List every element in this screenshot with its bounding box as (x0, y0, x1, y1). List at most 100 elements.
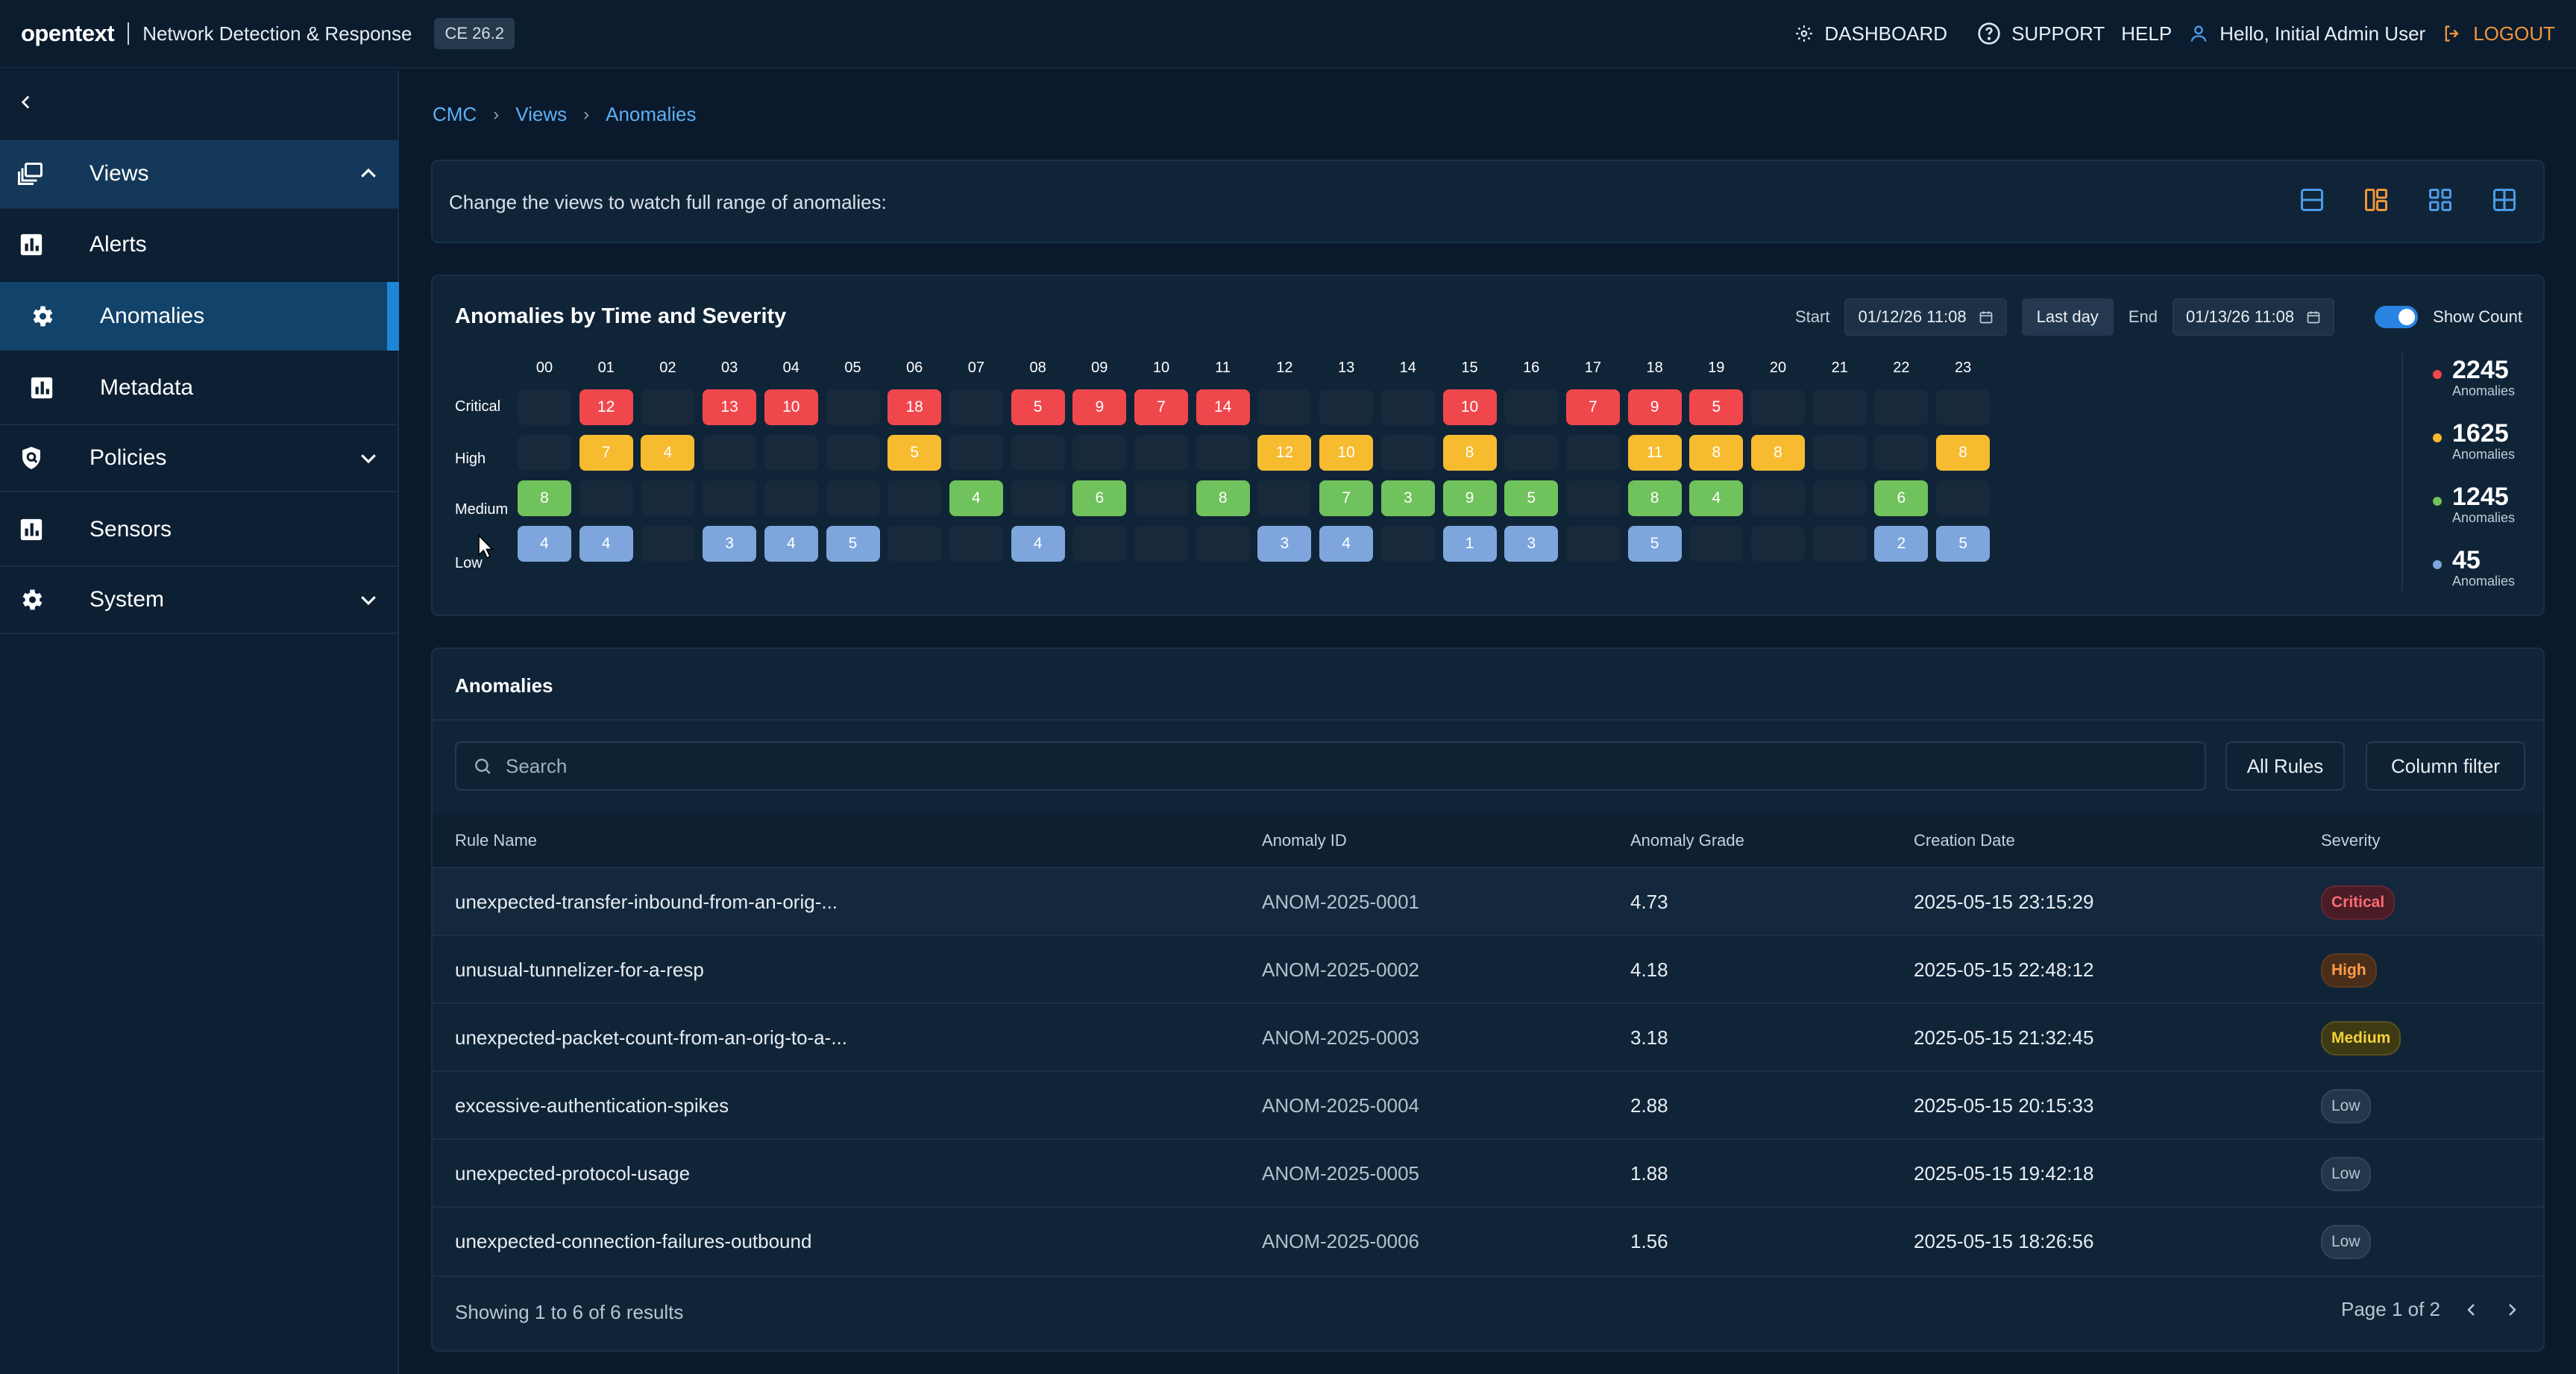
layout-rows-icon[interactable] (2296, 183, 2328, 216)
heatmap-cell[interactable]: 14 (1196, 389, 1250, 425)
dashboard-link[interactable]: DASHBOARD (1794, 22, 1947, 46)
heatmap-cell[interactable]: 1 (1442, 526, 1497, 562)
heatmap-cell[interactable]: 5 (1011, 389, 1065, 425)
table-row[interactable]: excessive-authentication-spikes ANOM-2025… (433, 1070, 2543, 1138)
heatmap-cell[interactable]: 4 (1689, 480, 1744, 516)
heatmap-cell[interactable]: 8 (1751, 435, 1805, 471)
column-header[interactable]: Creation Date (1914, 831, 2015, 850)
legend-item: 1245 Anomalies (2433, 483, 2515, 526)
chevron-left-icon[interactable] (2463, 1301, 2481, 1319)
heatmap-cell[interactable]: 6 (1874, 480, 1929, 516)
heatmap-cell[interactable]: 8 (1627, 480, 1682, 516)
end-date-field[interactable]: 01/13/26 11:08 (2172, 298, 2335, 336)
sidebar-item-views[interactable]: Views (0, 140, 399, 209)
column-header[interactable]: Rule Name (455, 831, 538, 850)
heatmap-cell (1565, 480, 1620, 516)
table-row[interactable]: unusual-tunnelizer-for-a-resp ANOM-2025-0… (433, 935, 2543, 1003)
breadcrumb-anomalies[interactable]: Anomalies (606, 103, 697, 125)
heatmap-cell (949, 526, 1003, 562)
heatmap-cell[interactable]: 7 (1319, 480, 1374, 516)
calendar-icon (2307, 311, 2320, 324)
table-row[interactable]: unexpected-transfer-inbound-from-an-orig… (433, 867, 2543, 935)
hour-label: 16 (1523, 360, 1540, 376)
heatmap-cell[interactable]: 8 (1689, 435, 1744, 471)
chevron-left-icon[interactable] (16, 92, 36, 112)
user-menu[interactable]: Hello, Initial Admin User (2188, 22, 2425, 46)
heatmap-cell[interactable]: 8 (518, 480, 571, 516)
last-day-button[interactable]: Last day (2021, 298, 2114, 336)
layout-quad-icon[interactable] (2488, 183, 2521, 216)
layout-grid-icon[interactable] (2424, 183, 2457, 216)
heatmap-cell[interactable]: 2 (1874, 526, 1929, 562)
heatmap-cell[interactable]: 4 (641, 435, 695, 471)
support-link[interactable]: SUPPORT (1977, 22, 2105, 46)
heatmap-cell[interactable]: 5 (826, 526, 880, 562)
heatmap-cell[interactable]: 12 (579, 389, 633, 425)
sidebar-item-policies[interactable]: Policies (0, 424, 399, 492)
column-header[interactable]: Severity (2321, 831, 2381, 850)
heatmap-cell[interactable]: 11 (1627, 435, 1682, 471)
sidebar-item-alerts[interactable]: Alerts (0, 210, 399, 279)
heatmap-cell[interactable]: 8 (1196, 480, 1250, 516)
heatmap-cell[interactable]: 6 (1072, 480, 1127, 516)
heatmap-cell (518, 389, 571, 425)
heatmap-cell[interactable]: 5 (1936, 526, 1991, 562)
heatmap-cell[interactable]: 7 (1565, 389, 1620, 425)
breadcrumb-cmc[interactable]: CMC (433, 103, 477, 125)
heatmap-cell[interactable]: 7 (579, 435, 633, 471)
sidebar-item-anomalies[interactable]: Anomalies (0, 282, 399, 351)
heatmap-cell[interactable]: 10 (764, 389, 818, 425)
heatmap-cell[interactable]: 9 (1627, 389, 1682, 425)
start-date-field[interactable]: 01/12/26 11:08 (1844, 298, 2007, 336)
heatmap-cell[interactable]: 4 (518, 526, 571, 562)
help-link[interactable]: HELP (2121, 22, 2173, 45)
heatmap-cell[interactable]: 5 (1627, 526, 1682, 562)
heatmap-cell[interactable]: 4 (1011, 526, 1065, 562)
breadcrumb-views[interactable]: Views (515, 103, 568, 125)
heatmap-cell[interactable]: 4 (764, 526, 818, 562)
sidebar-item-metadata[interactable]: Metadata (0, 354, 399, 422)
heatmap-cell (1319, 389, 1374, 425)
search-input[interactable]: Search (455, 741, 2206, 791)
all-rules-button[interactable]: All Rules (2225, 741, 2345, 791)
heatmap-cell (1011, 480, 1065, 516)
sidebar-item-system[interactable]: System (0, 565, 399, 634)
layout-mixed-icon[interactable] (2360, 183, 2393, 216)
heatmap-cell[interactable]: 5 (1504, 480, 1559, 516)
page-indicator: Page 1 of 2 (2341, 1298, 2440, 1320)
column-filter-button[interactable]: Column filter (2366, 741, 2525, 791)
heatmap-cell[interactable]: 8 (1936, 435, 1991, 471)
severity-badge: Low (2321, 1157, 2371, 1191)
heatmap-cell[interactable]: 3 (703, 526, 757, 562)
heatmap-cell[interactable]: 18 (888, 389, 942, 425)
heatmap-cell[interactable]: 3 (1504, 526, 1559, 562)
heatmap-cell[interactable]: 4 (949, 480, 1003, 516)
heatmap-cell (764, 435, 818, 471)
column-header[interactable]: Anomaly ID (1262, 831, 1347, 850)
heatmap-cell[interactable]: 9 (1072, 389, 1127, 425)
heatmap-cell[interactable]: 7 (1134, 389, 1188, 425)
logout-button[interactable]: LOGOUT (2442, 22, 2555, 46)
heatmap-cell (1874, 435, 1929, 471)
gear-icon (18, 586, 45, 613)
heatmap-cell[interactable]: 4 (1319, 526, 1374, 562)
heatmap-cell[interactable]: 12 (1257, 435, 1312, 471)
chevron-right-icon[interactable] (2503, 1301, 2521, 1319)
heatmap-cell[interactable]: 9 (1442, 480, 1497, 516)
column-header[interactable]: Anomaly Grade (1630, 831, 1744, 850)
heatmap-cell[interactable]: 3 (1380, 480, 1435, 516)
heatmap-cell[interactable]: 13 (703, 389, 757, 425)
heatmap-cell[interactable]: 5 (1689, 389, 1744, 425)
table-row[interactable]: unexpected-packet-count-from-an-orig-to-… (433, 1003, 2543, 1070)
table-row[interactable]: unexpected-protocol-usage ANOM-2025-0005 1… (433, 1138, 2543, 1206)
sidebar-item-sensors[interactable]: Sensors (0, 495, 399, 564)
heatmap-cell[interactable]: 5 (888, 435, 942, 471)
divider (433, 719, 2543, 721)
heatmap-cell[interactable]: 3 (1257, 526, 1312, 562)
table-row[interactable]: unexpected-connection-failures-outbound A… (433, 1206, 2543, 1274)
heatmap-cell[interactable]: 10 (1319, 435, 1374, 471)
heatmap-cell[interactable]: 10 (1442, 389, 1497, 425)
heatmap-cell[interactable]: 8 (1442, 435, 1497, 471)
heatmap-cell[interactable]: 4 (579, 526, 633, 562)
show-count-toggle[interactable] (2375, 306, 2419, 328)
